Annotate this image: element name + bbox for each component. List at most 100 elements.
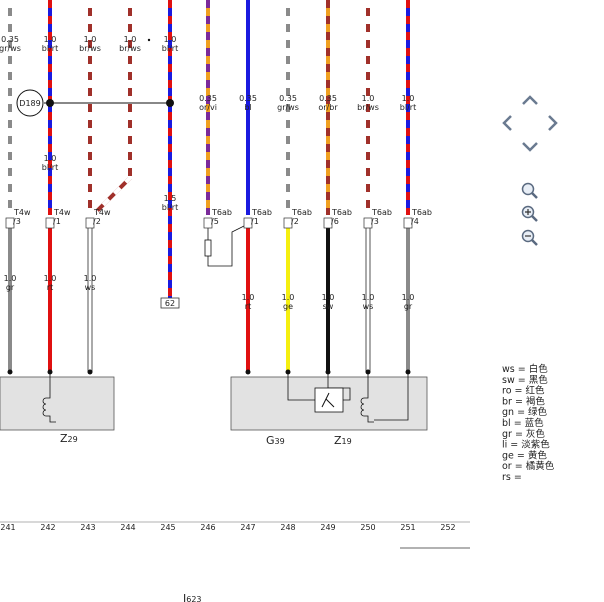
wire-color: ws <box>363 302 374 311</box>
wire-size: 1.5 <box>164 194 177 203</box>
connector-pin: /5 <box>211 217 219 226</box>
connector-name: T6ab <box>411 208 432 217</box>
column-number: 249 <box>320 523 335 532</box>
splice-circle <box>16 89 44 117</box>
legend-item: li = 淡紫色 <box>502 439 550 451</box>
wire-size: 1.0 <box>402 94 415 103</box>
sensor-wire <box>374 372 409 421</box>
zoom-handle <box>531 215 538 222</box>
wire-color: gr/ws <box>0 44 21 53</box>
lambda-sensor <box>314 387 344 413</box>
column-number: 250 <box>360 523 375 532</box>
pan-arrow[interactable] <box>522 95 538 105</box>
connector-pin: /2 <box>93 217 101 226</box>
component-box <box>0 376 115 431</box>
column-number: 244 <box>120 523 135 532</box>
coil <box>360 372 374 423</box>
component-sub: 39 <box>275 437 285 446</box>
component-sub: 29 <box>68 435 78 444</box>
component-sub: 19 <box>342 437 352 446</box>
pan-arrow[interactable] <box>522 142 538 152</box>
ground-box <box>160 297 180 309</box>
connector-pin: /2 <box>291 217 299 226</box>
coil <box>42 372 56 423</box>
wire-color: bl/rt <box>162 44 178 53</box>
zoom-handle <box>531 192 538 199</box>
legend-item: gr = 灰色 <box>502 428 545 440</box>
wire-size: 1.0 <box>322 293 335 302</box>
connector <box>45 217 55 229</box>
wire-size: 1.0 <box>164 35 177 44</box>
connector <box>85 217 95 229</box>
connector <box>323 217 333 229</box>
column-number: 242 <box>40 523 55 532</box>
component-label: Z19 <box>334 434 352 447</box>
pin-dot <box>7 369 13 375</box>
footer-sub: 623 <box>186 595 201 602</box>
resistor <box>204 239 212 257</box>
wire-color: br/ws <box>119 44 141 53</box>
connector-name: T6ab <box>331 208 352 217</box>
connector-pin: /3 <box>13 217 21 226</box>
legend-item: or = 橘黄色 <box>502 460 555 472</box>
column-number: 243 <box>80 523 95 532</box>
wire-color: bl/rt <box>400 103 416 112</box>
connector <box>283 217 293 229</box>
legend-item: br = 褐色 <box>502 395 545 407</box>
zoom-button[interactable] <box>521 229 538 246</box>
component-name: Z <box>334 434 342 447</box>
sensor-wire <box>287 372 351 401</box>
connector <box>403 217 413 229</box>
resistor-branch <box>207 223 249 267</box>
wire-size: 1.0 <box>84 274 97 283</box>
wire-size: 1.0 <box>84 35 97 44</box>
wire-color: rt <box>245 302 251 311</box>
column-number: 251 <box>400 523 415 532</box>
wire-color: or/vi <box>199 103 217 112</box>
splice-label: D189 <box>19 99 40 108</box>
lambda-symbol <box>321 392 335 408</box>
legend-item: sw = 黑色 <box>502 374 548 386</box>
column-number: 252 <box>440 523 455 532</box>
wire-color: rt <box>47 283 53 292</box>
pan-arrow[interactable] <box>548 115 558 131</box>
zoom-button[interactable] <box>521 205 538 222</box>
connector-pin: /4 <box>411 217 419 226</box>
legend-item: gn = 绿色 <box>502 406 548 418</box>
pin-dot <box>245 369 251 375</box>
column-number: 246 <box>200 523 215 532</box>
wire-size: 0.35 <box>279 94 297 103</box>
wire-color: bl/rt <box>162 203 178 212</box>
wire-size: 1.0 <box>124 35 137 44</box>
zoom-sign <box>525 209 531 215</box>
connector-pin: /1 <box>53 217 61 226</box>
connector <box>5 217 15 229</box>
wire-size: 0.35 <box>239 94 257 103</box>
connector <box>363 217 373 229</box>
connector-name: T4w <box>13 208 31 217</box>
wire-size: 0.35 <box>1 35 19 44</box>
wire-color: gr/ws <box>277 103 299 112</box>
wire-color: gr <box>404 302 413 311</box>
wire <box>94 0 132 214</box>
wire-color: sw <box>323 302 334 311</box>
wire-color: gr <box>6 283 15 292</box>
wire-color: bl <box>244 103 251 112</box>
footer-name: J <box>182 592 186 602</box>
wire-size: 0.35 <box>319 94 337 103</box>
wire-size: 1.0 <box>44 154 57 163</box>
zoom-handle <box>531 239 538 246</box>
connector <box>203 217 213 229</box>
column-number: 245 <box>160 523 175 532</box>
zoom-button[interactable] <box>521 182 538 199</box>
wire-size: 1.0 <box>44 35 57 44</box>
junction <box>166 99 174 107</box>
component-label: Z29 <box>60 432 78 445</box>
pan-arrow[interactable] <box>502 115 512 131</box>
zoom-lens <box>521 182 535 196</box>
wire-color: or/br <box>318 103 338 112</box>
ground-label: 62 <box>165 299 175 308</box>
dot <box>147 38 151 42</box>
connector-name: T6ab <box>371 208 392 217</box>
